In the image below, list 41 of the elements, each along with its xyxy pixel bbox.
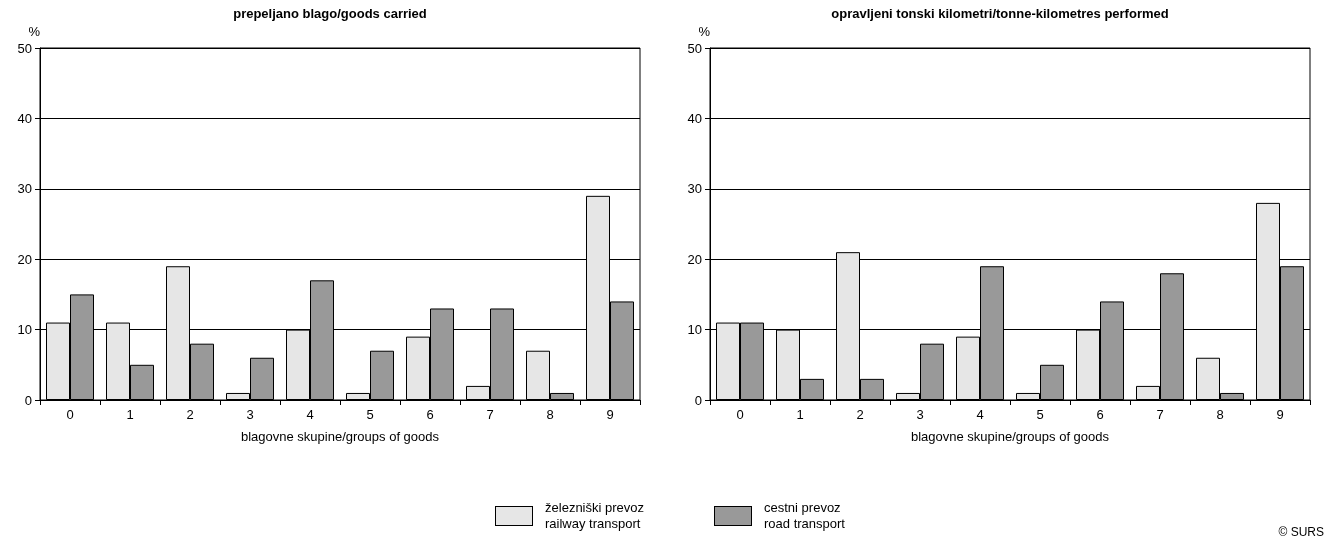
x-tick-label: 2 <box>856 407 864 422</box>
x-axis-title: blagovne skupine/groups of goods <box>240 429 440 444</box>
y-tick-label: 40 <box>17 110 32 126</box>
y-axis-title: % <box>28 24 41 39</box>
text: © SURS <box>1278 525 1324 539</box>
x-tick-label: 7 <box>1156 407 1164 422</box>
x-axis-title: blagovne skupine/groups of goods <box>910 429 1110 444</box>
y-tick-label: 20 <box>17 251 32 267</box>
x-tick-label: 0 <box>736 407 744 422</box>
x-tick-label: 8 <box>1216 407 1224 422</box>
x-tick-label: 1 <box>126 407 134 422</box>
x-tick-label: 5 <box>1036 407 1044 422</box>
x-tick-label: 6 <box>1096 407 1104 422</box>
x-tick-label: 7 <box>486 407 494 422</box>
chart-title: opravljeni tonski kilometri/tonne-kilometres performed <box>831 6 1169 21</box>
x-tick-label: 9 <box>1276 407 1284 422</box>
y-tick-label: 50 <box>17 40 32 56</box>
x-tick-label: 4 <box>306 407 314 422</box>
y-tick-label: 20 <box>687 251 702 267</box>
x-tick-label: 2 <box>186 407 194 422</box>
y-tick-label: 50 <box>687 40 702 56</box>
x-tick-label: 3 <box>916 407 924 422</box>
x-tick-label: 8 <box>546 407 554 422</box>
y-tick-label: 10 <box>687 322 702 338</box>
y-tick-label: 30 <box>687 181 702 197</box>
legend-label: železniški prevoz railway transport <box>545 500 645 532</box>
x-tick-label: 3 <box>246 407 254 422</box>
x-tick-label: 5 <box>366 407 374 422</box>
legend-label: cestni prevoz road transport <box>764 500 845 532</box>
x-tick-label: 9 <box>606 407 614 422</box>
x-tick-label: 4 <box>976 407 984 422</box>
y-axis-title: % <box>698 24 711 39</box>
x-tick-label: 1 <box>796 407 804 422</box>
y-tick-label: 10 <box>17 322 32 338</box>
y-tick-label: 0 <box>24 392 32 408</box>
y-tick-label: 0 <box>694 392 702 408</box>
y-tick-label: 30 <box>17 181 32 197</box>
x-tick-label: 0 <box>66 407 74 422</box>
y-tick-label: 40 <box>687 110 702 126</box>
x-tick-label: 6 <box>426 407 434 422</box>
chart-title: prepeljano blago/goods carried <box>233 6 427 21</box>
